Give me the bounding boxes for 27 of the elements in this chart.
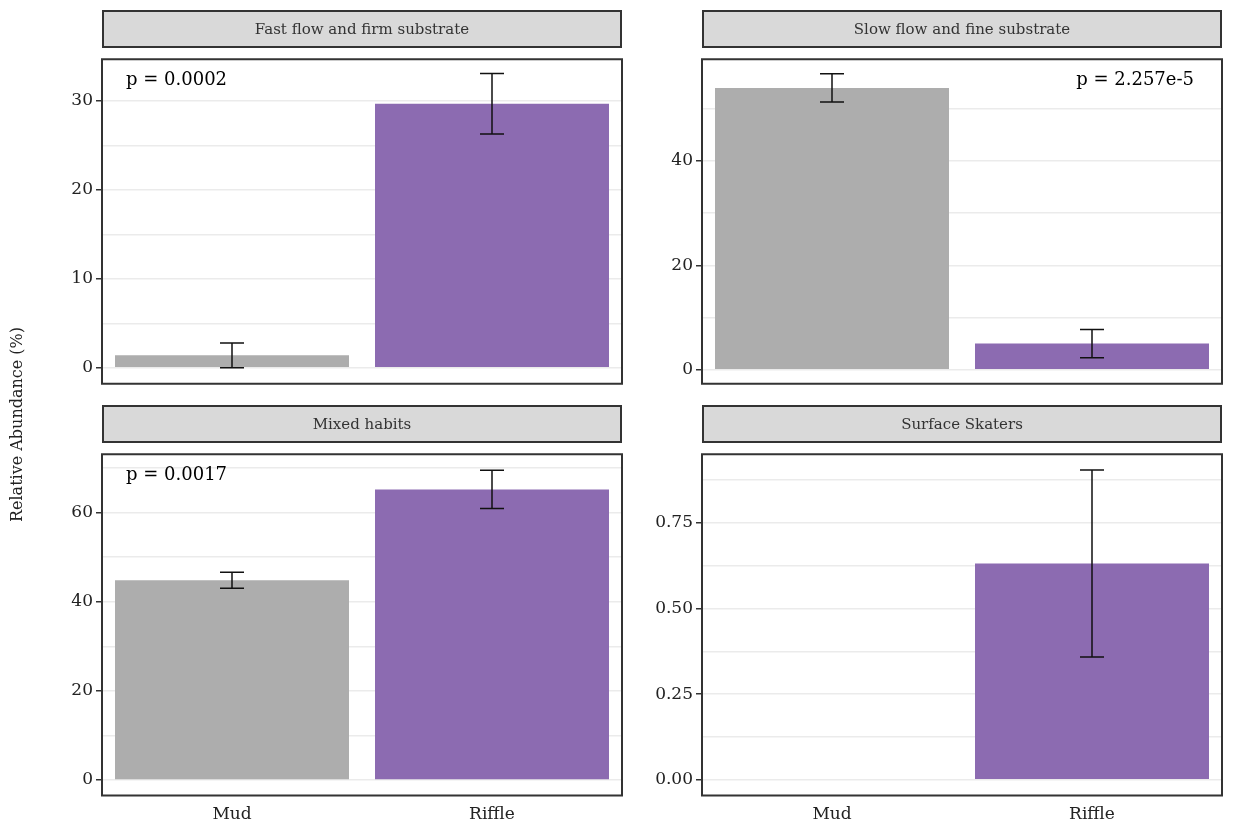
y-tick-label: 40 (71, 590, 93, 611)
y-tick-label: 0.50 (655, 597, 693, 618)
y-tick-label: 0.00 (655, 768, 693, 789)
chart-title: Surface Skaters (702, 405, 1222, 443)
y-tick-label: 20 (671, 253, 693, 274)
y-tick-label: 20 (71, 178, 93, 199)
x-tick-label: Riffle (1069, 803, 1115, 824)
y-tick-label: 60 (71, 501, 93, 522)
y-tick-label: 0.75 (655, 511, 693, 532)
x-tick-label: Riffle (469, 803, 515, 824)
y-tick-label: 0.25 (655, 682, 693, 703)
chart-title: Mixed habits (102, 405, 622, 443)
y-tick-label: 20 (71, 679, 93, 700)
y-tick-label: 0 (82, 768, 93, 789)
y-tick-label: 0 (682, 358, 693, 379)
annotation: p = 0.0002 (126, 67, 228, 89)
x-tick-label: Mud (812, 803, 852, 824)
annotation: p = 0.0017 (126, 462, 228, 484)
y-tick-label: 10 (71, 267, 93, 288)
x-tick-label: Mud (212, 803, 252, 824)
y-tick-label: 0 (82, 356, 93, 377)
y-tick-label: 40 (671, 149, 693, 170)
chart-title: Fast flow and firm substrate (102, 10, 622, 48)
y-tick-label: 30 (71, 89, 93, 110)
chart-title: Slow flow and fine substrate (702, 10, 1222, 48)
y-axis-title: Relative Abundance (%) (6, 326, 26, 524)
annotation: p = 2.257e-5 (1076, 67, 1194, 89)
